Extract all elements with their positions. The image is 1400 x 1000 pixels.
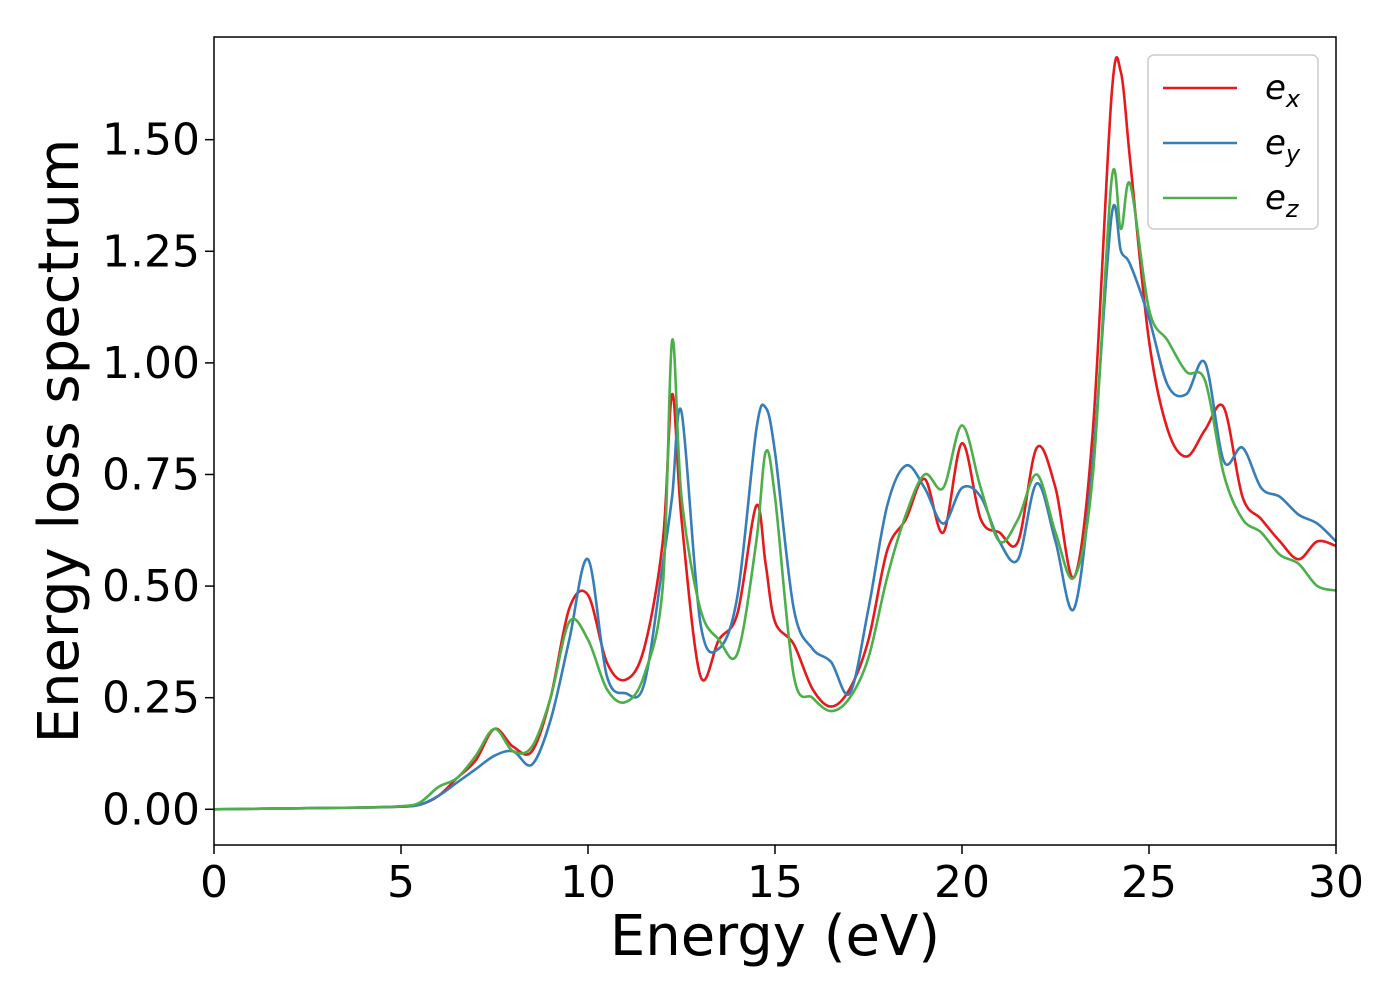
x-axis-ticks: 0 5 10 15 20 25 30	[200, 845, 1364, 908]
x-tick-label: 30	[1308, 857, 1364, 908]
legend-label-main: e	[1265, 68, 1286, 108]
legend-label-subscript: y	[1285, 140, 1301, 168]
legend-label-main: e	[1265, 178, 1286, 218]
series-line-e-y	[214, 203, 1336, 811]
x-tick-label: 0	[200, 857, 228, 908]
y-tick-label: 0.00	[102, 784, 200, 835]
x-axis-title: Energy (eV)	[610, 904, 940, 969]
y-tick-label: 0.75	[102, 449, 200, 500]
x-tick-label: 15	[747, 857, 803, 908]
y-tick-label: 1.25	[102, 226, 200, 277]
x-tick-label: 10	[560, 857, 616, 908]
y-tick-label: 0.25	[102, 673, 200, 724]
legend-label-z: ez	[1265, 178, 1300, 223]
series-line-e-z	[214, 167, 1336, 811]
legend-label-x: ex	[1265, 68, 1301, 113]
plot-lines	[214, 56, 1336, 811]
legend-label-subscript: x	[1285, 85, 1301, 113]
y-tick-label: 1.00	[102, 338, 200, 389]
legend-label-subscript: z	[1285, 195, 1300, 223]
x-tick-label: 20	[934, 857, 990, 908]
legend-label-y: ey	[1265, 123, 1301, 168]
x-tick-label: 25	[1121, 857, 1177, 908]
y-tick-label: 1.50	[102, 115, 200, 166]
y-axis-title: Energy loss spectrum	[27, 139, 92, 744]
x-tick-label: 5	[387, 857, 415, 908]
y-axis-ticks: 0.00 0.25 0.50 0.75 1.00 1.25 1.50	[102, 115, 214, 835]
y-tick-label: 0.50	[102, 561, 200, 612]
legend-label-main: e	[1265, 123, 1286, 163]
